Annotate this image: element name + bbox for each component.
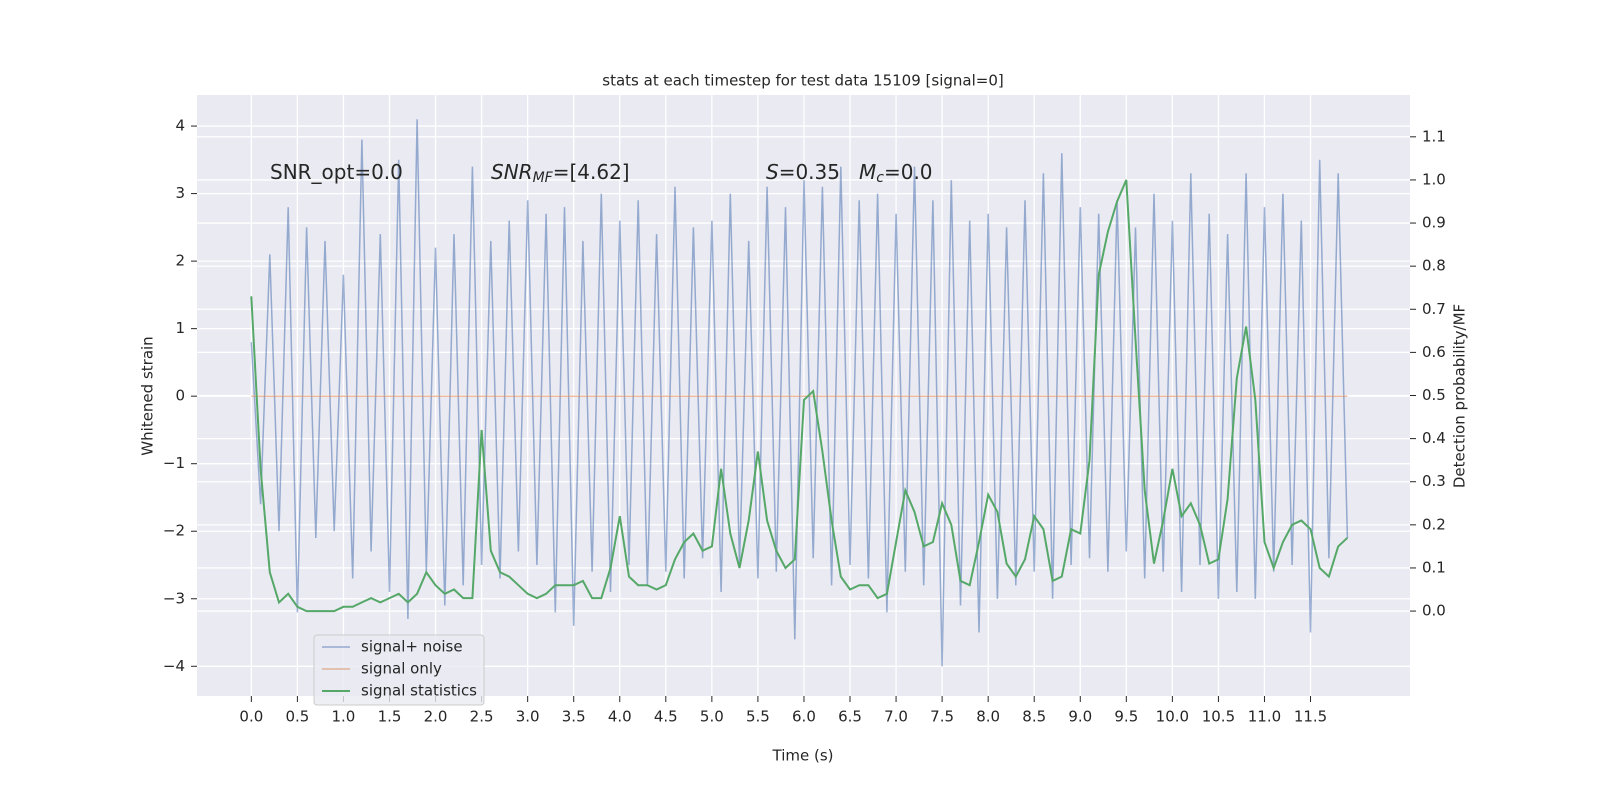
x-tick-label: 5.5 xyxy=(746,708,770,726)
y2-tick-label: 0.0 xyxy=(1422,602,1446,620)
y2-tick-label: 0.7 xyxy=(1422,300,1446,318)
y-tick-label: −2 xyxy=(163,522,185,540)
y-axis-label: Whitened strain xyxy=(139,336,157,455)
y-tick-label: 3 xyxy=(175,184,185,202)
x-tick-label: 7.0 xyxy=(884,708,908,726)
x-tick-label: 2.5 xyxy=(470,708,494,726)
annotation-base: SNR_opt=0.0 xyxy=(270,160,403,184)
annotation: S=0.35 xyxy=(766,160,840,184)
x-tick-label: 10.5 xyxy=(1202,708,1235,726)
x-tick-label: 9.0 xyxy=(1068,708,1092,726)
legend-label: signal+ noise xyxy=(361,638,463,656)
x-tick-label: 0.0 xyxy=(239,708,263,726)
annotation-rest: =0.0 xyxy=(884,160,933,184)
annotation-rest: =[4.62] xyxy=(553,160,630,184)
x-tick-label: 4.5 xyxy=(654,708,678,726)
y2-tick-label: 0.9 xyxy=(1422,214,1446,232)
x-tick-label: 2.0 xyxy=(424,708,448,726)
x-tick-label: 1.0 xyxy=(332,708,356,726)
annotation: SNRMF=[4.62] xyxy=(491,160,630,187)
x-tick-label: 5.0 xyxy=(700,708,724,726)
axes: 0.0 0.5 1.0 1.5 2.0 2.5 3.0 3.5 4.0 4.5 5.0 5.5 6.0 6… xyxy=(163,117,1446,726)
y2-axis-label: Detection probability/MF xyxy=(1451,304,1469,488)
y-tick-label: 0 xyxy=(175,387,185,405)
x-tick-label: 0.5 xyxy=(285,708,309,726)
x-tick-label: 7.5 xyxy=(930,708,954,726)
y-tick-label: −4 xyxy=(163,657,185,675)
legend: signal+ noise signal only signal statistic… xyxy=(313,634,485,706)
y2-tick-label: 1.0 xyxy=(1422,170,1446,188)
x-tick-label: 4.0 xyxy=(608,708,632,726)
y2-tick-label: 0.4 xyxy=(1422,429,1446,447)
x-tick-label: 3.0 xyxy=(516,708,540,726)
annotations: SNR_opt=0.0 SNRMF=[4.62] S=0.35 Mc=0.0 xyxy=(270,160,933,187)
legend-box xyxy=(313,634,485,706)
chart-title: stats at each timestep for test data 151… xyxy=(602,72,1003,90)
y-tick-label: −3 xyxy=(163,589,185,607)
x-tick-label: 8.5 xyxy=(1022,708,1046,726)
annotation-sub: MF xyxy=(533,170,554,186)
x-tick-label: 3.5 xyxy=(562,708,586,726)
series-line xyxy=(250,179,1349,613)
annotation-base: S xyxy=(766,160,779,184)
x-tick-label: 6.5 xyxy=(838,708,862,726)
x-tick-label: 8.0 xyxy=(976,708,1000,726)
x-tick-label: 6.0 xyxy=(792,708,816,726)
x-tick-label: 11.5 xyxy=(1294,708,1327,726)
y2-tick-label: 1.1 xyxy=(1422,127,1446,145)
y2-tick-label: 0.3 xyxy=(1422,472,1446,490)
x-tick-label: 1.5 xyxy=(378,708,402,726)
annotation: Mc=0.0 xyxy=(859,160,933,187)
y-tick-label: 2 xyxy=(175,252,185,270)
annotation-sub: c xyxy=(876,170,884,186)
y2-tick-label: 0.5 xyxy=(1422,386,1446,404)
x-tick-label: 11.0 xyxy=(1248,708,1281,726)
y-tick-label: 4 xyxy=(175,117,185,135)
lines xyxy=(250,119,1349,667)
annotation-base: SNR xyxy=(491,160,533,184)
annotation-base: M xyxy=(859,160,876,184)
annotation-rest: =0.35 xyxy=(779,160,840,184)
y2-tick-label: 0.8 xyxy=(1422,257,1446,275)
y2-tick-label: 0.2 xyxy=(1422,515,1446,533)
x-axis-label: Time (s) xyxy=(772,747,834,765)
legend-label: signal statistics xyxy=(361,682,477,700)
x-tick-label: 10.0 xyxy=(1156,708,1189,726)
x-tick-label: 9.5 xyxy=(1114,708,1138,726)
annotation: SNR_opt=0.0 xyxy=(270,160,403,184)
y2-tick-label: 0.1 xyxy=(1422,558,1446,576)
legend-label: signal only xyxy=(361,660,442,678)
y-tick-label: 1 xyxy=(175,319,185,337)
y-tick-label: −1 xyxy=(163,454,185,472)
y2-tick-label: 0.6 xyxy=(1422,343,1446,361)
